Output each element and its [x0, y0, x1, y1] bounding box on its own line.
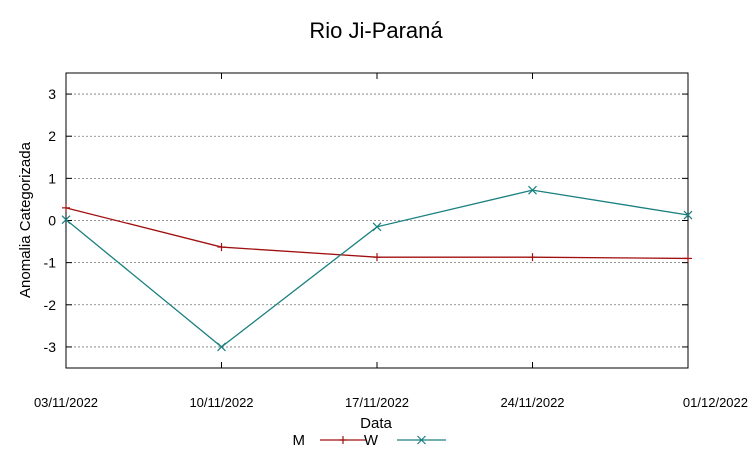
- y-tick-label: 1: [48, 170, 56, 186]
- data-point-w: [61, 215, 71, 225]
- x-tick-label: 24/11/2022: [500, 395, 564, 410]
- data-point-w: [372, 222, 382, 232]
- series-w: [61, 185, 693, 352]
- legend-label-m: M: [293, 432, 306, 449]
- x-tick-label: 17/11/2022: [345, 395, 409, 410]
- series-m: [62, 203, 692, 263]
- x-axis: 03/11/2022 10/11/2022 17/11/2022 24/11/2022…: [34, 73, 748, 410]
- y-tick-label: -3: [44, 339, 57, 355]
- y-tick-label: 0: [48, 213, 56, 229]
- chart-title: Rio Ji-Paraná: [309, 18, 443, 43]
- y-tick-label: -2: [44, 297, 57, 313]
- y-tick-label: 3: [48, 86, 56, 102]
- x-axis-label: Data: [360, 415, 392, 432]
- series-line-w: [65, 189, 689, 348]
- grid: [66, 93, 688, 348]
- series-line-m: [65, 207, 689, 260]
- y-axis-label: Anomalia Categorizada: [17, 141, 34, 298]
- x-tick-label: 03/11/2022: [34, 395, 98, 410]
- legend-marker-w: [417, 435, 426, 445]
- y-tick-label: -1: [44, 255, 57, 271]
- y-tick-label: 2: [48, 128, 56, 144]
- data-point-w: [217, 342, 226, 352]
- series-group: [61, 185, 693, 352]
- data-point-w: [528, 185, 537, 195]
- legend-label-w: W: [364, 432, 379, 449]
- data-point-w: [683, 210, 693, 220]
- x-tick-label: 10/11/2022: [189, 395, 253, 410]
- x-tick-label: 01/12/2022: [683, 395, 748, 410]
